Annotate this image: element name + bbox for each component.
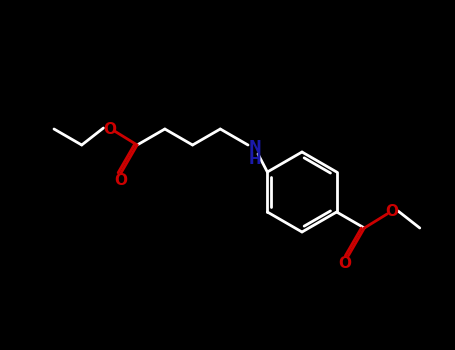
Text: O: O	[385, 204, 399, 219]
Text: H: H	[248, 153, 261, 168]
Text: O: O	[103, 121, 116, 136]
Text: O: O	[338, 256, 351, 271]
Text: N: N	[248, 140, 261, 155]
Text: O: O	[115, 173, 128, 188]
